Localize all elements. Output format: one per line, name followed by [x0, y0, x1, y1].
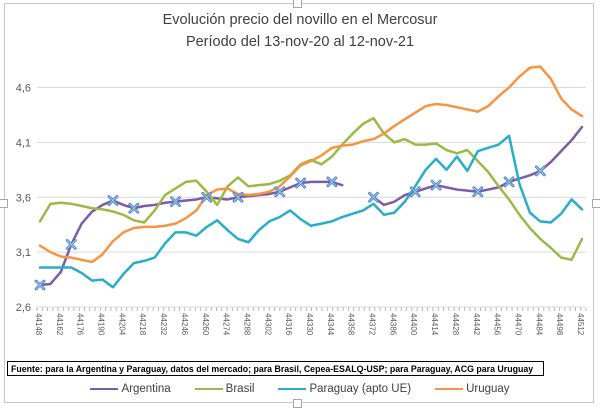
legend-label-uruguay: Uruguay	[466, 383, 510, 395]
svg-text:44162: 44162	[55, 313, 64, 336]
chart-title-line2: Período del 13-nov-20 al 12-nov-21	[185, 34, 415, 50]
svg-text:44400: 44400	[409, 313, 418, 336]
y-axis-labels: 2,6 3,1 3,6 4,1 4,6	[16, 83, 31, 315]
svg-text:44484: 44484	[534, 313, 543, 336]
svg-text:44442: 44442	[472, 313, 481, 336]
svg-text:44316: 44316	[284, 313, 293, 336]
series-markers-argentina	[34, 165, 546, 291]
resize-handle-right-middle[interactable]	[592, 199, 600, 208]
svg-text:44428: 44428	[451, 313, 460, 336]
series-brasil	[38, 116, 584, 262]
legend-swatch-brasil	[194, 387, 223, 391]
svg-text:44260: 44260	[201, 313, 210, 336]
resize-handle-top-center[interactable]	[293, 0, 302, 8]
svg-text:4,6: 4,6	[16, 83, 31, 95]
resize-handle-bottom-center[interactable]	[293, 399, 302, 408]
svg-text:44344: 44344	[326, 313, 335, 336]
svg-text:44274: 44274	[222, 313, 231, 336]
svg-text:44372: 44372	[368, 313, 377, 336]
resize-handle-left-middle[interactable]	[0, 199, 8, 208]
source-note: Fuente: para la Argentina y Paraguay, da…	[7, 361, 544, 376]
legend-swatch-uruguay	[435, 387, 464, 391]
svg-text:44456: 44456	[493, 313, 502, 336]
series-argentina	[38, 125, 584, 287]
svg-text:44148: 44148	[34, 313, 43, 336]
svg-text:44512: 44512	[576, 313, 585, 336]
svg-text:44330: 44330	[305, 313, 314, 336]
legend-item-paraguay: Paraguay (apto UE)	[278, 383, 411, 395]
svg-text:44246: 44246	[180, 313, 189, 336]
svg-text:3,1: 3,1	[16, 247, 31, 259]
chart-svg: 2,6 3,1 3,6 4,1 4,6 44148 44162 44176 44190 44204…	[16, 65, 587, 336]
chart-title-line1: Evolución precio del novillo en el Merco…	[162, 12, 438, 28]
svg-text:44470: 44470	[513, 313, 522, 336]
svg-text:44204: 44204	[117, 313, 126, 336]
series-paraguay-apto-ue	[38, 134, 584, 289]
chart-object-border	[4, 3, 594, 403]
legend-swatch-argentina	[90, 387, 119, 391]
legend-item-argentina: Argentina	[90, 383, 171, 395]
svg-text:4,1: 4,1	[16, 137, 31, 149]
chart-title: Evolución precio del novillo en el Merco…	[0, 9, 600, 53]
svg-text:44498: 44498	[555, 313, 564, 336]
x-axis-labels: 44148 44162 44176 44190 44204 44218 44232 44246…	[34, 313, 585, 336]
gridlines	[37, 87, 586, 308]
svg-text:44218: 44218	[138, 313, 147, 336]
svg-text:3,6: 3,6	[16, 192, 31, 204]
legend-label-argentina: Argentina	[121, 383, 171, 395]
svg-text:44288: 44288	[242, 313, 251, 336]
x-axis-ticks	[36, 307, 587, 311]
svg-text:2,6: 2,6	[16, 302, 31, 314]
svg-text:44232: 44232	[159, 313, 168, 336]
legend-item-brasil: Brasil	[194, 383, 255, 395]
svg-text:44176: 44176	[76, 313, 85, 336]
svg-text:44386: 44386	[388, 313, 397, 336]
legend-swatch-paraguay	[278, 387, 307, 391]
legend-item-uruguay: Uruguay	[435, 383, 510, 395]
series-uruguay	[38, 65, 584, 264]
svg-text:44302: 44302	[263, 313, 272, 336]
legend-label-paraguay: Paraguay (apto UE)	[309, 383, 412, 395]
legend: Argentina Brasil Paraguay (apto UE) Urug…	[0, 383, 600, 395]
svg-text:44358: 44358	[347, 313, 356, 336]
legend-label-brasil: Brasil	[225, 383, 255, 395]
svg-text:44414: 44414	[430, 313, 439, 336]
svg-text:44190: 44190	[97, 313, 106, 336]
